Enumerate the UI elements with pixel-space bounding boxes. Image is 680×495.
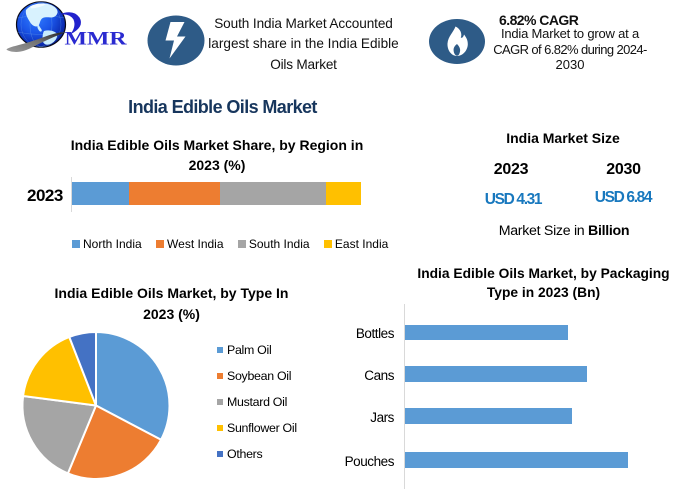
svg-text:MMR: MMR — [65, 29, 127, 50]
